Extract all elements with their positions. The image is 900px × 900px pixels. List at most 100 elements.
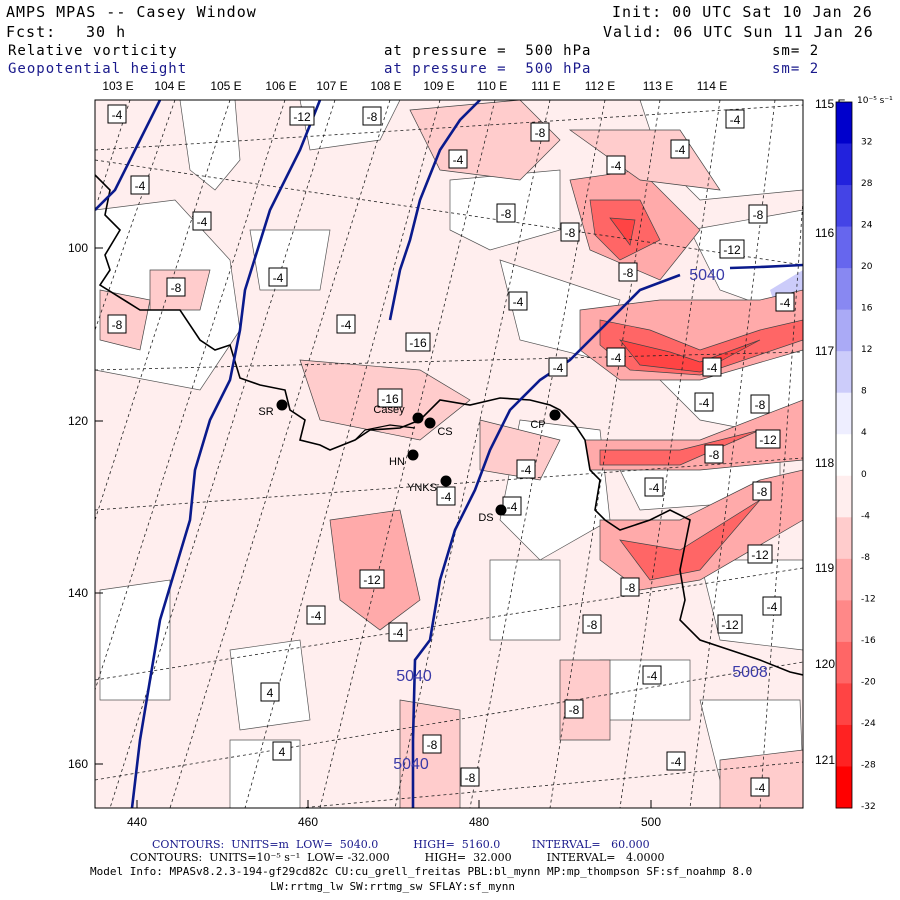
parallel	[95, 159, 803, 266]
vorticity-label-box	[725, 109, 745, 129]
vorticity-label-box	[606, 347, 626, 367]
vorticity-label: -4	[441, 490, 452, 504]
vorticity-label-box	[130, 175, 150, 195]
station-markers: SR Casey CS HN YNKS DS CP	[258, 399, 561, 524]
meridian	[619, 100, 721, 808]
height-label: 5040	[689, 267, 725, 284]
vorticity-label-box	[747, 544, 773, 564]
longitude-label: 105 E	[210, 79, 241, 93]
height-label: 5008	[732, 664, 768, 681]
valid-time: Valid: 06 UTC Sun 11 Jan 26	[603, 23, 874, 41]
longitude-label: 109 E	[423, 79, 454, 93]
vorticity-label-box	[388, 622, 408, 642]
map-title: AMPS MPAS -- Casey Window	[6, 3, 257, 21]
white-area	[179, 100, 241, 191]
height-contour	[130, 100, 322, 808]
longitude-label: 108 E	[370, 79, 401, 93]
vorticity-label: -4	[730, 113, 741, 127]
colorbar-swatch	[836, 434, 852, 477]
vorticity-label-box	[670, 139, 690, 159]
vorticity-label: 4	[279, 745, 286, 759]
station-name: SR	[258, 406, 273, 418]
vorticity-label-box	[289, 106, 315, 126]
vorticity-label-box	[460, 767, 480, 787]
colorbar-swatch	[836, 226, 852, 269]
colorbar-units: 10⁻⁵ s⁻¹	[857, 96, 893, 106]
colorbar-label: -12	[861, 594, 876, 604]
vorticity-label: -4	[513, 295, 524, 309]
vorticity-label-box	[107, 104, 127, 124]
vorticity-label: -8	[465, 771, 476, 785]
parallel	[95, 104, 803, 151]
y-tick-label: 120	[68, 414, 88, 428]
field1-level: at pressure = 500 hPa	[384, 43, 592, 59]
coastline-island	[354, 424, 416, 441]
x-tick-label: 480	[469, 815, 489, 829]
vorticity-label-box	[260, 682, 280, 702]
vorticity-label-box	[336, 314, 356, 334]
colorbar-label: -4	[861, 511, 870, 521]
vorticity-label-box	[642, 665, 662, 685]
vorticity-label: -4	[780, 296, 791, 310]
x-tick-label: 440	[127, 815, 147, 829]
colorbar-label: 20	[861, 262, 873, 272]
vorticity-label-box	[268, 267, 288, 287]
vorticity-label-box	[448, 149, 468, 169]
vorticity-label: -8	[757, 485, 768, 499]
height-contour-info: CONTOURS: UNITS=m LOW= 5040.0 HIGH= 5160…	[152, 838, 650, 851]
colorbar-label: -32	[861, 802, 876, 812]
colorbar-swatch	[836, 185, 852, 228]
vorticity-label: -8	[569, 703, 580, 717]
longitude-label: 112 E	[585, 79, 615, 93]
meridian	[244, 100, 441, 808]
vorticity-label: -4	[671, 755, 682, 769]
colorbar-label: 32	[861, 138, 872, 148]
colorbar-swatch	[836, 309, 852, 352]
field2-level: at pressure = 500 hPa	[384, 61, 592, 77]
vorticity-label-box	[618, 262, 638, 282]
vorticity-label: -4	[707, 361, 718, 375]
vorticity-label: -4	[521, 463, 532, 477]
forecast-label: Fcst:	[6, 23, 57, 41]
colorbar-swatch	[836, 268, 852, 311]
colorbar-label: 0	[861, 470, 867, 480]
vorticity-label-box	[702, 357, 722, 377]
colorbar-label: 12	[861, 345, 872, 355]
meridian	[469, 100, 606, 808]
red-area	[399, 699, 461, 808]
station-name: CS	[437, 426, 452, 438]
geopotential-contours	[95, 100, 803, 808]
colorbar-label: -8	[861, 553, 870, 563]
vorticity-label: -8	[755, 398, 766, 412]
vorticity-label: -8	[625, 581, 636, 595]
vorticity-label: -4	[649, 481, 660, 495]
height-contour	[388, 100, 481, 321]
y-tick-label: 140	[68, 586, 88, 600]
vorticity-label: -8	[501, 207, 512, 221]
red-area	[619, 339, 761, 373]
vorticity-label-box	[516, 459, 536, 479]
white-area	[489, 559, 561, 641]
vorticity-labels: -4 -4 -4 -12 -8 -8 -4 -4 -4 -4 -8 -12 -8 -8 -8 -4 -8 -4 -1…	[107, 104, 795, 797]
vorticity-label: -8	[565, 226, 576, 240]
colorbar-swatch	[836, 766, 852, 809]
station-dot	[407, 449, 419, 461]
vorticity-label-box	[694, 392, 714, 412]
colorbar-label: -28	[861, 760, 876, 770]
vorticity-label: -12	[751, 548, 769, 562]
vorticity-label: -8	[112, 318, 123, 332]
vorticity-label-box	[750, 777, 770, 797]
station-name: DS	[478, 512, 493, 524]
vorticity-label: -4	[393, 626, 404, 640]
vorticity-label: -4	[755, 781, 766, 795]
vorticity-label-box	[560, 222, 580, 242]
vorticity-label: -8	[709, 448, 720, 462]
vorticity-label: -4	[197, 215, 208, 229]
station-dot	[276, 399, 288, 411]
colorbar-swatch	[836, 558, 852, 601]
vorticity-label-box	[436, 486, 456, 506]
vorticity-label: -4	[507, 500, 518, 514]
vorticity-contour-info: CONTOURS: UNITS=10⁻⁵ s⁻¹ LOW= -32.000 HI…	[130, 851, 665, 864]
vorticity-label: -16	[381, 392, 399, 406]
colorbar-swatch	[836, 143, 852, 186]
